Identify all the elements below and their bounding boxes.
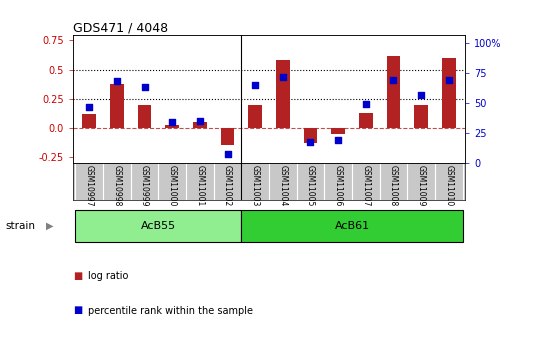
Bar: [414, 105, 428, 128]
Point: [140, 85, 149, 90]
Text: GSM11005: GSM11005: [306, 165, 315, 207]
Text: ■: ■: [73, 306, 82, 315]
Bar: [242, 210, 463, 241]
Point: [85, 104, 94, 109]
Text: GSM11004: GSM11004: [278, 165, 287, 207]
Point: [362, 101, 370, 107]
Bar: [331, 128, 345, 134]
Bar: [193, 122, 207, 128]
Text: ■: ■: [73, 271, 82, 281]
Text: GSM11000: GSM11000: [168, 165, 176, 207]
Bar: [138, 105, 152, 128]
Point: [417, 92, 426, 97]
Text: ▶: ▶: [46, 221, 53, 231]
Point: [279, 74, 287, 79]
Bar: [110, 84, 124, 128]
Text: GSM11009: GSM11009: [416, 165, 426, 207]
Point: [251, 82, 259, 88]
Text: GSM10999: GSM10999: [140, 165, 149, 207]
Point: [195, 118, 204, 124]
Point: [223, 151, 232, 156]
Point: [334, 138, 343, 143]
Text: percentile rank within the sample: percentile rank within the sample: [88, 306, 253, 315]
Text: GSM11008: GSM11008: [389, 165, 398, 206]
Text: strain: strain: [5, 221, 36, 231]
Point: [112, 79, 121, 84]
Bar: [221, 128, 235, 145]
Bar: [303, 128, 317, 144]
Bar: [276, 60, 290, 128]
Text: AcB61: AcB61: [335, 221, 370, 231]
Text: GSM11001: GSM11001: [195, 165, 204, 206]
Bar: [165, 125, 179, 128]
Text: GSM11006: GSM11006: [334, 165, 343, 207]
Bar: [75, 210, 242, 241]
Text: GSM10997: GSM10997: [84, 165, 94, 207]
Text: GDS471 / 4048: GDS471 / 4048: [73, 21, 168, 34]
Text: GSM11007: GSM11007: [362, 165, 370, 207]
Text: GSM11010: GSM11010: [444, 165, 454, 206]
Point: [444, 78, 453, 83]
Text: AcB55: AcB55: [141, 221, 176, 231]
Point: [168, 120, 176, 125]
Text: GSM11003: GSM11003: [251, 165, 260, 207]
Bar: [386, 56, 400, 128]
Point: [389, 78, 398, 83]
Bar: [82, 114, 96, 128]
Text: log ratio: log ratio: [88, 271, 128, 281]
Bar: [359, 113, 373, 128]
Text: GSM11002: GSM11002: [223, 165, 232, 206]
Bar: [248, 105, 262, 128]
Bar: [442, 58, 456, 128]
Text: GSM10998: GSM10998: [112, 165, 122, 207]
Point: [306, 139, 315, 145]
